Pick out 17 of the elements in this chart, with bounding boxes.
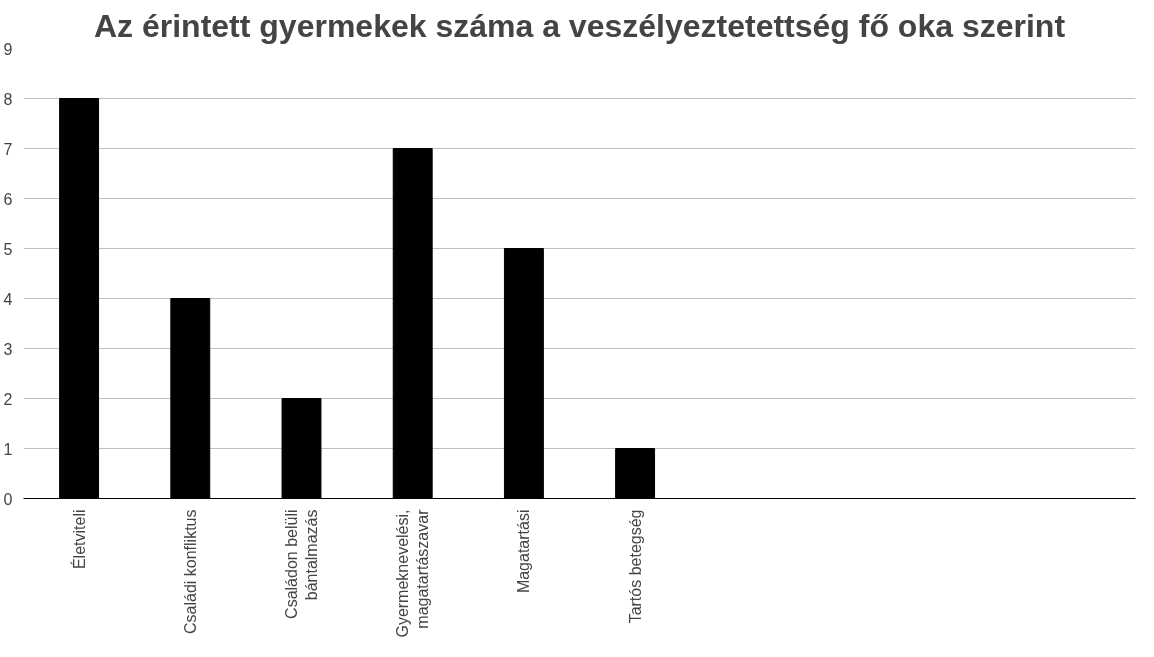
chart-title: Az érintett gyermekek száma a veszélyeztetettség fő oka szerint xyxy=(93,7,1066,44)
x-tick-label: Tartós betegség xyxy=(626,509,644,624)
y-tick-label: 7 xyxy=(3,140,13,158)
y-tick-label: 0 xyxy=(3,490,13,508)
y-tick-label: 9 xyxy=(3,40,13,58)
y-tick-label: 2 xyxy=(3,390,13,408)
y-tick-label: 8 xyxy=(3,90,13,108)
x-tick-label: Gyermeknevelési, magatartászavar xyxy=(394,508,432,638)
y-tick-label: 1 xyxy=(3,440,13,458)
x-tick-label: Életviteli xyxy=(69,509,88,570)
y-tick-label: 6 xyxy=(3,190,13,208)
y-tick-label: 3 xyxy=(3,340,13,358)
x-tick-label: Családi konfliktus xyxy=(181,509,199,634)
y-tick-label: 4 xyxy=(3,290,13,308)
x-tick-label: Magatartási xyxy=(515,509,533,594)
y-tick-label: 5 xyxy=(3,240,13,258)
x-tick-label: Családon belüli bántalmazás xyxy=(282,509,321,619)
